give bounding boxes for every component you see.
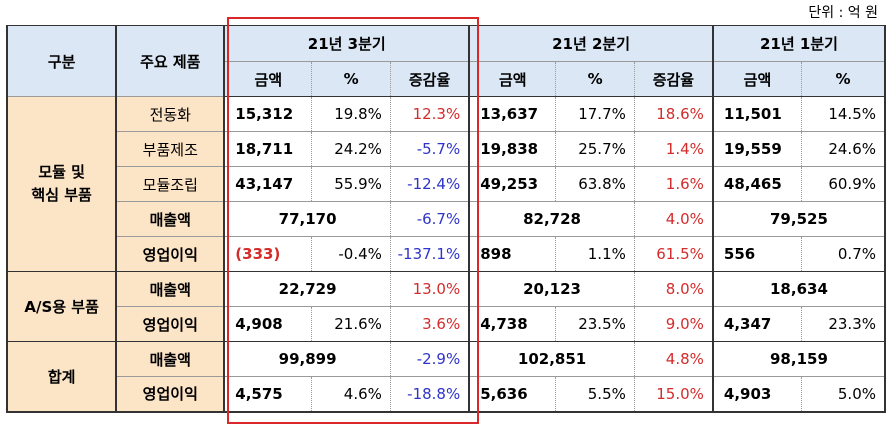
category-module: 모듈 및 핵심 부품: [5, 96, 118, 272]
q1-amount: 4,903: [712, 376, 802, 413]
header-amount: 금액: [224, 61, 313, 97]
q2-percent: 5.5%: [555, 376, 635, 413]
product-label: 모듈조립: [116, 166, 226, 202]
table-row: 영업이익 (333) -0.4% -137.1% 898 1.1% 61.5% …: [7, 236, 886, 272]
q3-change: 13.0%: [390, 271, 471, 307]
table-row: 부품제조 18,711 24.2% -5.7% 19,838 25.7% 1.4…: [7, 131, 886, 167]
product-label: 부품제조: [116, 131, 226, 167]
header-period-q1: 21년 1분기: [712, 25, 886, 62]
q2-amount: 19,838: [469, 131, 557, 167]
category-as: A/S용 부품: [5, 271, 118, 342]
header-amount: 금액: [712, 61, 802, 97]
header-percent: %: [555, 61, 635, 97]
q1-percent: 23.3%: [801, 306, 886, 342]
header-period-q3: 21년 3분기: [224, 25, 471, 62]
header-change: 증감율: [390, 61, 471, 97]
q1-percent: 5.0%: [801, 376, 886, 413]
q2-change: 4.8%: [634, 341, 714, 377]
q1-amount: 556: [712, 236, 802, 272]
q2-percent: 1.1%: [555, 236, 635, 272]
product-label: 매출액: [116, 201, 226, 237]
q1-amount: 48,465: [712, 166, 802, 202]
q3-change: 3.6%: [390, 306, 471, 342]
q2-amount: 898: [469, 236, 557, 272]
table-row: 매출액 77,170 -6.7% 82,728 4.0% 79,525: [7, 201, 886, 237]
q3-amount: 22,729: [224, 271, 391, 307]
q3-percent: 19.8%: [311, 96, 391, 132]
table-row: 모듈조립 43,147 55.9% -12.4% 49,253 63.8% 1.…: [7, 166, 886, 202]
product-label: 영업이익: [116, 236, 226, 272]
q2-percent: 25.7%: [555, 131, 635, 167]
q3-change: -18.8%: [390, 376, 471, 413]
q1-amount: 11,501: [712, 96, 802, 132]
financial-table: 구분 주요 제품 21년 3분기 21년 2분기 21년 1분기 금액 % 증감…: [5, 25, 886, 413]
q3-percent: 55.9%: [311, 166, 391, 202]
q2-change: 1.6%: [634, 166, 714, 202]
q2-change: 1.4%: [634, 131, 714, 167]
product-label: 매출액: [116, 271, 226, 307]
q2-percent: 17.7%: [555, 96, 635, 132]
q2-change: 18.6%: [634, 96, 714, 132]
q2-change: 15.0%: [634, 376, 714, 413]
header-product: 주요 제품: [116, 25, 226, 97]
q3-change: 12.3%: [390, 96, 471, 132]
q1-percent: 14.5%: [801, 96, 886, 132]
q2-amount: 20,123: [469, 271, 635, 307]
table-row: 합계 매출액 99,899 -2.9% 102,851 4.8% 98,159: [5, 341, 886, 413]
q1-amount: 98,159: [712, 341, 886, 377]
header-change: 증감율: [634, 61, 714, 97]
q3-amount: 77,170: [224, 201, 391, 237]
q3-amount: 4,908: [224, 306, 313, 342]
product-label: 전동화: [116, 96, 226, 132]
header-period-q2: 21년 2분기: [469, 25, 714, 62]
q2-amount: 5,636: [469, 376, 557, 413]
header-percent: %: [311, 61, 391, 97]
q1-amount: 4,347: [712, 306, 802, 342]
q1-percent: 24.6%: [801, 131, 886, 167]
q2-change: 61.5%: [634, 236, 714, 272]
q3-percent: 21.6%: [311, 306, 391, 342]
q1-amount: 18,634: [712, 271, 886, 307]
q3-percent: 4.6%: [311, 376, 391, 413]
q2-change: 4.0%: [634, 201, 714, 237]
table-row: 영업이익 4,908 21.6% 3.6% 4,738 23.5% 9.0% 4…: [7, 306, 886, 342]
q1-amount: 19,559: [712, 131, 802, 167]
q2-amount: 4,738: [469, 306, 557, 342]
q3-change: -5.7%: [390, 131, 471, 167]
q2-percent: 23.5%: [555, 306, 635, 342]
unit-note: 단위 : 억 원: [808, 5, 878, 21]
q2-percent: 63.8%: [555, 166, 635, 202]
table-row: 영업이익 4,575 4.6% -18.8% 5,636 5.5% 15.0% …: [7, 376, 886, 413]
q3-change: -6.7%: [390, 201, 471, 237]
q3-percent: -0.4%: [311, 236, 391, 272]
q3-change: -137.1%: [390, 236, 471, 272]
q3-percent: 24.2%: [311, 131, 391, 167]
q2-amount: 13,637: [469, 96, 557, 132]
q2-amount: 82,728: [469, 201, 635, 237]
q3-amount: 99,899: [224, 341, 391, 377]
header-amount: 금액: [469, 61, 557, 97]
q2-amount: 102,851: [469, 341, 635, 377]
table-row: 모듈 및 핵심 부품 전동화 15,312 19.8% 12.3% 13,637…: [5, 96, 886, 272]
q2-amount: 49,253: [469, 166, 557, 202]
q3-change: -12.4%: [390, 166, 471, 202]
q3-amount: (333): [224, 236, 313, 272]
header-category: 구분: [5, 25, 118, 97]
q3-amount: 4,575: [224, 376, 313, 413]
product-label: 영업이익: [116, 376, 226, 413]
product-label: 영업이익: [116, 306, 226, 342]
q3-change: -2.9%: [390, 341, 471, 377]
product-label: 매출액: [116, 341, 226, 377]
q3-amount: 15,312: [224, 96, 313, 132]
q3-amount: 18,711: [224, 131, 313, 167]
table-row: A/S용 부품 매출액 22,729 13.0% 20,123 8.0% 18,…: [5, 271, 886, 342]
q2-change: 9.0%: [634, 306, 714, 342]
q1-percent: 0.7%: [801, 236, 886, 272]
q1-amount: 79,525: [712, 201, 886, 237]
category-total: 합계: [5, 341, 118, 413]
q3-amount: 43,147: [224, 166, 313, 202]
q2-change: 8.0%: [634, 271, 714, 307]
q1-percent: 60.9%: [801, 166, 886, 202]
header-percent: %: [801, 61, 886, 97]
